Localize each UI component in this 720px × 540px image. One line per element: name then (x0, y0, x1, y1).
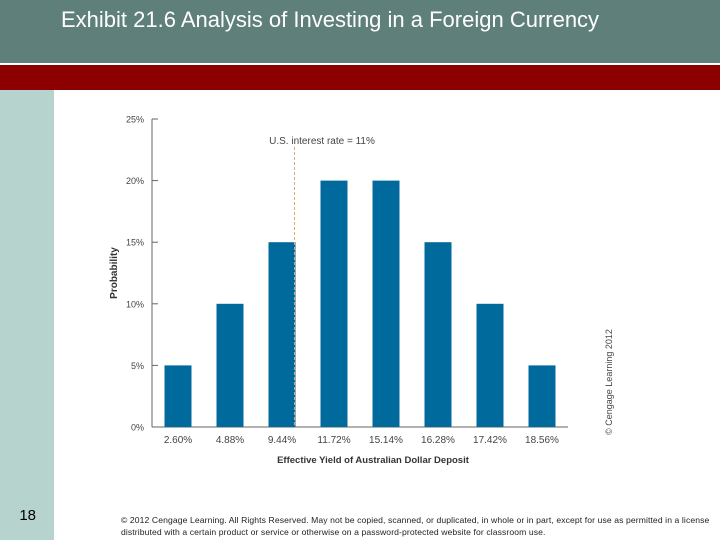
chart-credit: © Cengage Learning 2012 (604, 329, 614, 435)
copyright-notice: © 2012 Cengage Learning. All Rights Rese… (121, 515, 710, 537)
bar (164, 365, 192, 427)
x-tick-label: 9.44% (268, 435, 296, 446)
y-tick-label: 5% (131, 361, 144, 371)
reference-line-label: U.S. interest rate = 11% (269, 136, 375, 147)
chart-canvas: 0% 5% 10% 15% 20% 25% 2.60% 4.88% 9.44% 11.72% 15… (109, 115, 614, 467)
y-tick-label: 0% (131, 423, 144, 433)
y-tick-label: 10% (126, 299, 144, 309)
x-tick-label: 2.60% (164, 435, 192, 446)
bar (528, 365, 556, 427)
bar (320, 180, 348, 427)
slide-number: 18 (19, 507, 36, 524)
x-tick-label: 11.72% (317, 435, 350, 446)
bar (216, 303, 244, 427)
side-panel (0, 90, 54, 540)
bar (372, 180, 400, 427)
bar (424, 242, 452, 427)
x-tick-labels: 2.60% 4.88% 9.44% 11.72% 15.14% 16.28% 17.42% 1… (164, 435, 559, 446)
bars (164, 180, 556, 427)
bar (268, 242, 296, 427)
bar (476, 303, 504, 427)
y-tick-label: 25% (126, 115, 144, 125)
x-tick-label: 16.28% (421, 435, 455, 446)
x-tick-label: 15.14% (369, 435, 403, 446)
accent-band (0, 65, 720, 90)
x-tick-label: 18.56% (525, 435, 559, 446)
slide-header: Exhibit 21.6 Analysis of Investing in a … (0, 0, 720, 63)
slide-title: Exhibit 21.6 Analysis of Investing in a … (61, 5, 661, 34)
x-tick-label: 17.42% (473, 435, 507, 446)
y-tick-label: 15% (126, 238, 144, 248)
exhibit-title: Analysis of Investing in a Foreign Curre… (175, 7, 600, 32)
probability-chart: 0% 5% 10% 15% 20% 25% 2.60% 4.88% 9.44% 11.72% 15… (100, 100, 620, 475)
x-axis-label: Effective Yield of Australian Dollar Dep… (277, 455, 470, 466)
exhibit-label: Exhibit 21.6 (61, 7, 176, 32)
y-axis-label: Probability (109, 247, 120, 299)
y-tick-label: 20% (126, 176, 144, 186)
x-tick-label: 4.88% (216, 435, 244, 446)
